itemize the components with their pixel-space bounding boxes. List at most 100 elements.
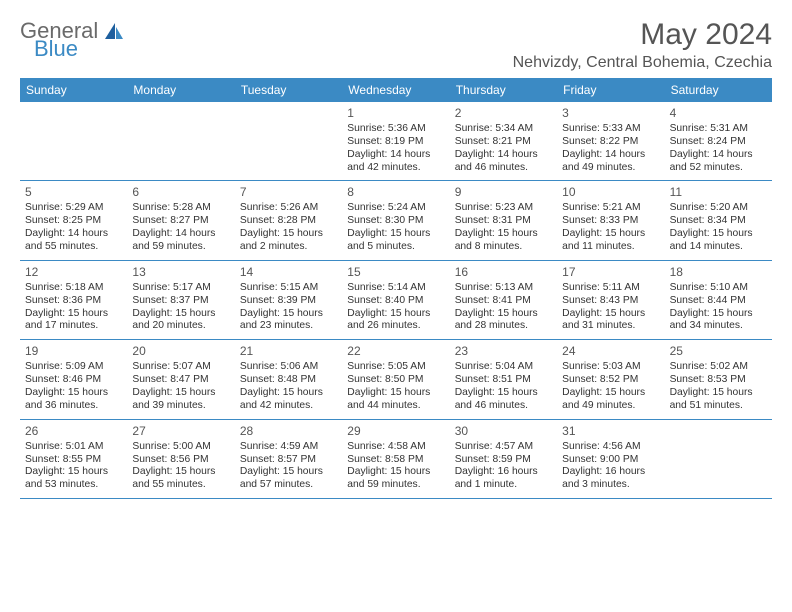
sunset-text: Sunset: 8:53 PM	[670, 374, 767, 387]
sunrise-text: Sunrise: 4:59 AM	[240, 441, 337, 454]
daylight-text: Daylight: 14 hours and 46 minutes.	[455, 149, 552, 175]
day-number: 1	[347, 106, 444, 121]
sunset-text: Sunset: 8:34 PM	[670, 215, 767, 228]
sunset-text: Sunset: 8:28 PM	[240, 215, 337, 228]
sunrise-text: Sunrise: 4:57 AM	[455, 441, 552, 454]
sunset-text: Sunset: 8:50 PM	[347, 374, 444, 387]
day-number: 24	[562, 344, 659, 359]
calendar-cell: 1Sunrise: 5:36 AMSunset: 8:19 PMDaylight…	[342, 102, 449, 180]
daylight-text: Daylight: 15 hours and 59 minutes.	[347, 466, 444, 492]
calendar-week: 26Sunrise: 5:01 AMSunset: 8:55 PMDayligh…	[20, 420, 772, 499]
daylight-text: Daylight: 14 hours and 49 minutes.	[562, 149, 659, 175]
calendar-cell: 6Sunrise: 5:28 AMSunset: 8:27 PMDaylight…	[127, 181, 234, 259]
day-number: 31	[562, 424, 659, 439]
day-number: 30	[455, 424, 552, 439]
calendar-cell: 30 Sunrise: 4:57 AMSunset: 8:59 PMDayligh…	[450, 420, 557, 498]
sunset-text: Sunset: 8:56 PM	[132, 454, 229, 467]
calendar-cell: 29 Sunrise: 4:58 AMSunset: 8:58 PMDayligh…	[342, 420, 449, 498]
sunset-text: Sunset: 8:59 PM	[455, 454, 552, 467]
sunset-text: Sunset: 8:48 PM	[240, 374, 337, 387]
logo-sail-icon	[103, 21, 125, 46]
calendar: SundayMondayTuesdayWednesdayThursdayFrid…	[20, 78, 772, 499]
day-number: 7	[240, 185, 337, 200]
sunset-text: Sunset: 8:41 PM	[455, 295, 552, 308]
calendar-cell: 15Sunrise: 5:14 AMSunset: 8:40 PMDayligh…	[342, 261, 449, 339]
day-number: 26	[25, 424, 122, 439]
day-number: 4	[670, 106, 767, 121]
sunset-text: Sunset: 8:57 PM	[240, 454, 337, 467]
weekday-header: Monday	[127, 78, 234, 102]
daylight-text: Daylight: 15 hours and 26 minutes.	[347, 308, 444, 334]
day-number: 18	[670, 265, 767, 280]
day-number: 19	[25, 344, 122, 359]
calendar-cell: 8Sunrise: 5:24 AMSunset: 8:30 PMDaylight…	[342, 181, 449, 259]
calendar-cell: 19Sunrise: 5:09 AMSunset: 8:46 PMDayligh…	[20, 340, 127, 418]
daylight-text: Daylight: 15 hours and 20 minutes.	[132, 308, 229, 334]
daylight-text: Daylight: 15 hours and 46 minutes.	[455, 387, 552, 413]
day-number: 11	[670, 185, 767, 200]
sunset-text: Sunset: 8:47 PM	[132, 374, 229, 387]
day-number: 10	[562, 185, 659, 200]
sunrise-text: Sunrise: 5:26 AM	[240, 202, 337, 215]
weekday-header: Friday	[557, 78, 664, 102]
day-number: 8	[347, 185, 444, 200]
calendar-cell: 9Sunrise: 5:23 AMSunset: 8:31 PMDaylight…	[450, 181, 557, 259]
daylight-text: Daylight: 15 hours and 53 minutes.	[25, 466, 122, 492]
sunset-text: Sunset: 8:33 PM	[562, 215, 659, 228]
sunset-text: Sunset: 8:30 PM	[347, 215, 444, 228]
day-number: 9	[455, 185, 552, 200]
calendar-cell: 23Sunrise: 5:04 AMSunset: 8:51 PMDayligh…	[450, 340, 557, 418]
sunset-text: Sunset: 8:21 PM	[455, 136, 552, 149]
weekday-header: Tuesday	[235, 78, 342, 102]
calendar-cell: 13Sunrise: 5:17 AMSunset: 8:37 PMDayligh…	[127, 261, 234, 339]
calendar-cell: 2Sunrise: 5:34 AMSunset: 8:21 PMDaylight…	[450, 102, 557, 180]
daylight-text: Daylight: 15 hours and 44 minutes.	[347, 387, 444, 413]
sunrise-text: Sunrise: 4:58 AM	[347, 441, 444, 454]
sunrise-text: Sunrise: 5:36 AM	[347, 123, 444, 136]
calendar-cell: 17Sunrise: 5:11 AMSunset: 8:43 PMDayligh…	[557, 261, 664, 339]
sunset-text: Sunset: 8:46 PM	[25, 374, 122, 387]
calendar-cell	[20, 102, 127, 180]
calendar-cell: 11Sunrise: 5:20 AMSunset: 8:34 PMDayligh…	[665, 181, 772, 259]
daylight-text: Daylight: 15 hours and 28 minutes.	[455, 308, 552, 334]
sunset-text: Sunset: 9:00 PM	[562, 454, 659, 467]
daylight-text: Daylight: 15 hours and 14 minutes.	[670, 228, 767, 254]
logo-text-blue: Blue	[34, 36, 78, 62]
weekday-header: Wednesday	[342, 78, 449, 102]
day-number: 6	[132, 185, 229, 200]
daylight-text: Daylight: 14 hours and 55 minutes.	[25, 228, 122, 254]
sunset-text: Sunset: 8:43 PM	[562, 295, 659, 308]
sunset-text: Sunset: 8:58 PM	[347, 454, 444, 467]
daylight-text: Daylight: 15 hours and 55 minutes.	[132, 466, 229, 492]
sunset-text: Sunset: 8:19 PM	[347, 136, 444, 149]
calendar-cell	[127, 102, 234, 180]
calendar-cell: 27 Sunrise: 5:00 AMSunset: 8:56 PMDayligh…	[127, 420, 234, 498]
sunrise-text: Sunrise: 5:17 AM	[132, 282, 229, 295]
calendar-cell: 21Sunrise: 5:06 AMSunset: 8:48 PMDayligh…	[235, 340, 342, 418]
daylight-text: Daylight: 15 hours and 5 minutes.	[347, 228, 444, 254]
sunset-text: Sunset: 8:22 PM	[562, 136, 659, 149]
sunrise-text: Sunrise: 5:29 AM	[25, 202, 122, 215]
sunrise-text: Sunrise: 5:15 AM	[240, 282, 337, 295]
daylight-text: Daylight: 15 hours and 51 minutes.	[670, 387, 767, 413]
location-text: Nehvizdy, Central Bohemia, Czechia	[513, 54, 772, 72]
sunrise-text: Sunrise: 5:21 AM	[562, 202, 659, 215]
daylight-text: Daylight: 15 hours and 23 minutes.	[240, 308, 337, 334]
day-number: 27	[132, 424, 229, 439]
sunrise-text: Sunrise: 4:56 AM	[562, 441, 659, 454]
calendar-week: 5Sunrise: 5:29 AMSunset: 8:25 PMDaylight…	[20, 181, 772, 260]
calendar-cell: 16Sunrise: 5:13 AMSunset: 8:41 PMDayligh…	[450, 261, 557, 339]
daylight-text: Daylight: 15 hours and 57 minutes.	[240, 466, 337, 492]
sunrise-text: Sunrise: 5:03 AM	[562, 361, 659, 374]
day-number: 15	[347, 265, 444, 280]
daylight-text: Daylight: 16 hours and 1 minute.	[455, 466, 552, 492]
day-number: 29	[347, 424, 444, 439]
sunrise-text: Sunrise: 5:00 AM	[132, 441, 229, 454]
weekday-header-row: SundayMondayTuesdayWednesdayThursdayFrid…	[20, 78, 772, 102]
day-number: 13	[132, 265, 229, 280]
sunrise-text: Sunrise: 5:23 AM	[455, 202, 552, 215]
calendar-cell	[665, 420, 772, 498]
calendar-cell: 18Sunrise: 5:10 AMSunset: 8:44 PMDayligh…	[665, 261, 772, 339]
sunrise-text: Sunrise: 5:34 AM	[455, 123, 552, 136]
sunset-text: Sunset: 8:39 PM	[240, 295, 337, 308]
